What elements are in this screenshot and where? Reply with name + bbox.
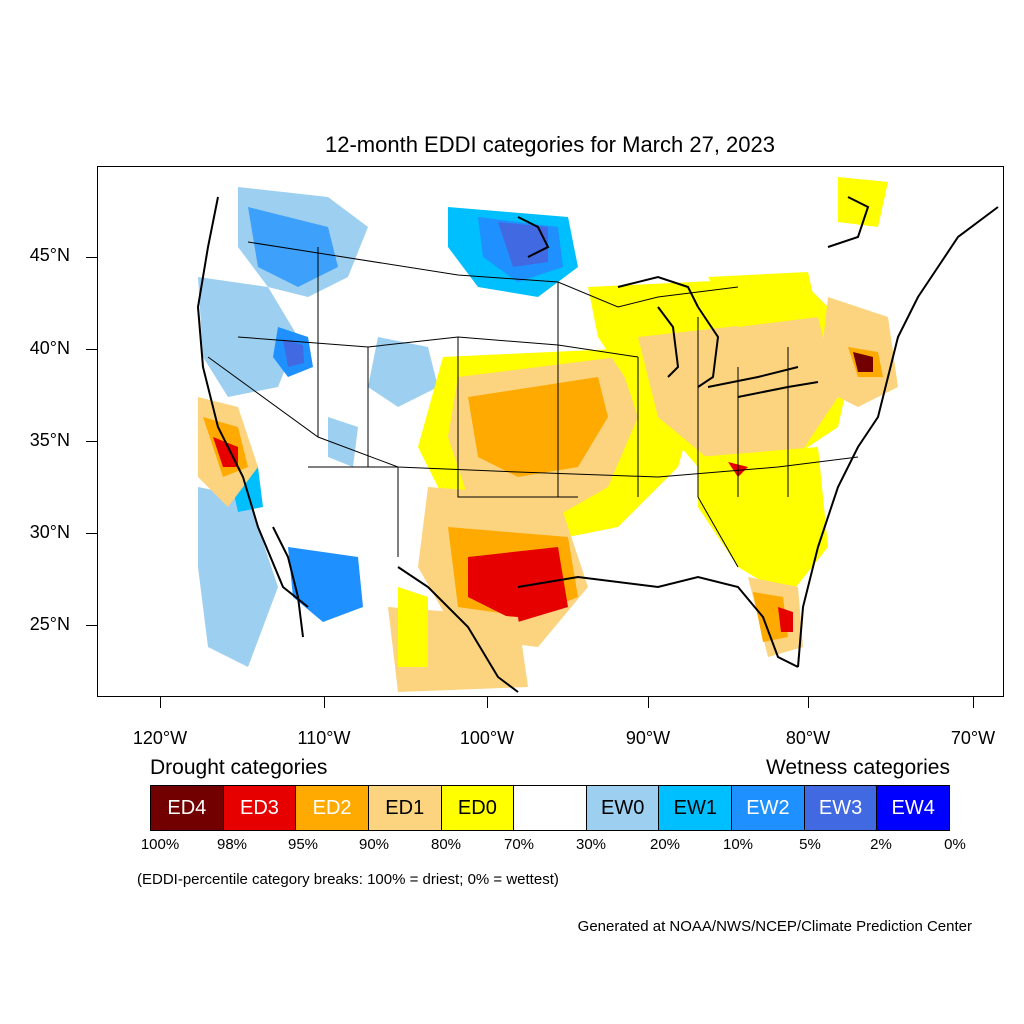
map-canvas	[196, 177, 999, 693]
break-label: 70%	[503, 836, 535, 853]
lon-label-120: 120°W	[132, 728, 188, 748]
legend-box-ed1: ED1	[368, 786, 442, 830]
break-label: 0%	[944, 836, 966, 853]
lon-label-80: 80°W	[785, 728, 831, 748]
lon-tick-100	[487, 697, 488, 708]
category-breaks-note: (EDDI-percentile category breaks: 100% =…	[137, 871, 559, 888]
lon-tick-120	[160, 697, 161, 708]
lon-label-70: 70°W	[950, 728, 996, 748]
break-label: 80%	[430, 836, 462, 853]
lon-tick-70	[973, 697, 974, 708]
break-label: 5%	[799, 836, 821, 853]
legend-box-ed4: ED4	[151, 786, 224, 830]
lon-tick-110	[324, 697, 325, 708]
lat-tick-40	[86, 349, 97, 350]
break-label: 98%	[216, 836, 248, 853]
break-label: 20%	[649, 836, 681, 853]
lat-label-35: 35°N	[29, 430, 70, 450]
lon-label-90: 90°W	[625, 728, 671, 748]
legend-box-ew3: EW3	[804, 786, 878, 830]
legend-box-ed3: ED3	[223, 786, 297, 830]
drought-categories-title: Drought categories	[150, 756, 328, 779]
break-label: 100%	[140, 836, 180, 853]
break-label: 2%	[870, 836, 892, 853]
break-label: 10%	[722, 836, 754, 853]
legend-box-ew0: EW0	[586, 786, 660, 830]
lon-label-110: 110°W	[297, 728, 351, 748]
map-title: 12-month EDDI categories for March 27, 2…	[324, 132, 775, 157]
lat-label-30: 30°N	[29, 522, 70, 542]
lat-tick-25	[86, 625, 97, 626]
break-label: 30%	[575, 836, 607, 853]
lat-label-40: 40°N	[29, 338, 70, 358]
lon-tick-90	[648, 697, 649, 708]
break-label: 90%	[358, 836, 390, 853]
boundaries	[207, 241, 859, 568]
lon-label-100: 100°W	[459, 728, 515, 748]
lat-label-25: 25°N	[29, 614, 70, 634]
category-legend: ED4 ED3 ED2 ED1 ED0 EW0 EW1 EW2 EW3 EW4	[150, 785, 950, 831]
break-label: 95%	[287, 836, 319, 853]
lat-label-45: 45°N	[29, 245, 70, 265]
legend-box-ew1: EW1	[659, 786, 733, 830]
lat-tick-35	[86, 441, 97, 442]
lon-tick-80	[808, 697, 809, 708]
legend-box-ed0: ED0	[441, 786, 515, 830]
wetness-categories-title: Wetness categories	[765, 756, 950, 779]
legend-box-ew2: EW2	[732, 786, 805, 830]
legend-box-neutral	[514, 786, 587, 830]
lat-tick-45	[86, 257, 97, 258]
coastlines	[196, 196, 999, 693]
credit-line: Generated at NOAA/NWS/NCEP/Climate Predi…	[577, 918, 972, 935]
lat-tick-30	[86, 533, 97, 534]
legend-box-ew4: EW4	[877, 786, 950, 830]
legend-box-ed2: ED2	[296, 786, 369, 830]
edd-map	[97, 166, 1004, 697]
